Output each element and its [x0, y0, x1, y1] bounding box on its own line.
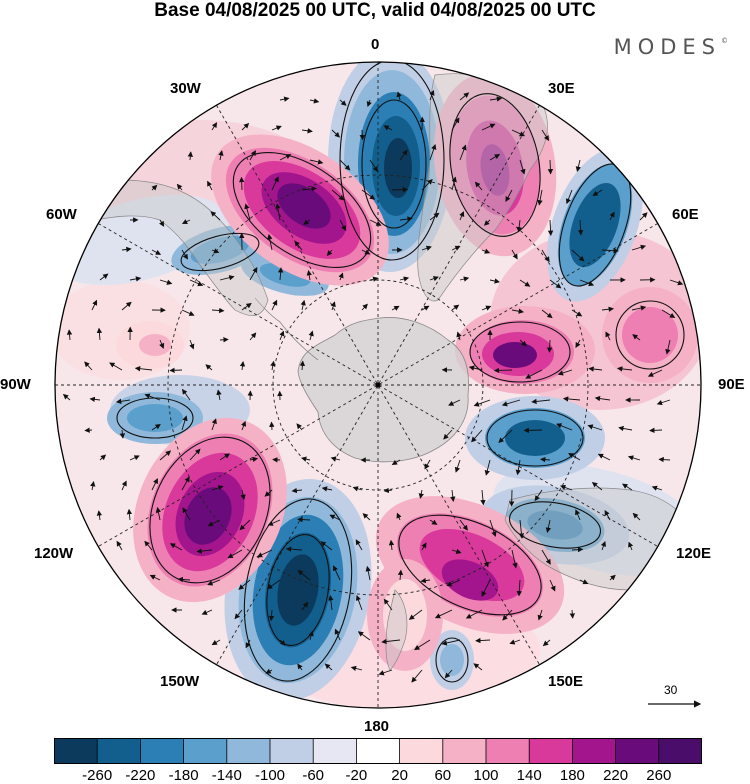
- colorbar-swatch: [529, 738, 573, 764]
- colorbar-swatch: [313, 738, 357, 764]
- wind-arrow: [392, 190, 407, 191]
- colorbar-swatch: [227, 738, 271, 764]
- wind-arrow: [242, 178, 243, 190]
- lon-label-0: 0: [371, 36, 379, 53]
- lon-label-150w: 150W: [160, 673, 199, 690]
- wind-arrow: [549, 340, 550, 352]
- colorbar-tick-label: -20: [346, 767, 368, 784]
- colorbar-swatch: [356, 738, 400, 764]
- wind-arrow: [495, 370, 512, 371]
- lon-label-30e: 30E: [548, 80, 575, 97]
- colorbar-swatch: [443, 738, 487, 764]
- lon-label-120w: 120W: [34, 545, 73, 562]
- colorbar-tick-label: 60: [434, 767, 451, 784]
- colorbar-tick-label: 180: [560, 767, 585, 784]
- lon-label-30w: 30W: [170, 80, 201, 97]
- colorbar-tick-label: -140: [212, 767, 242, 784]
- colorbar-swatch: [572, 738, 616, 764]
- colorbar-swatch: [486, 738, 530, 764]
- wind-arrow: [85, 430, 92, 431]
- colorbar-swatch: [400, 738, 444, 764]
- colorbar-tick-label: 100: [473, 767, 498, 784]
- wind-arrow: [220, 339, 228, 340]
- colorbar-tick-label: 260: [646, 767, 671, 784]
- lon-label-90e: 90E: [718, 376, 745, 393]
- colorbar-swatch: [270, 738, 314, 764]
- positive-lobe-90w: [116, 321, 184, 369]
- colorbar-swatch: [184, 738, 228, 764]
- positive-lobe-80e: [455, 306, 595, 394]
- wind-arrow: [170, 370, 182, 371]
- colorbar-tick-label: -60: [302, 767, 324, 784]
- colorbar-swatch: [659, 738, 702, 764]
- wind-arrow: [273, 460, 280, 461]
- lon-label-180: 180: [364, 718, 389, 735]
- negative-lobe-100e: [465, 396, 605, 480]
- wind-arrow: [550, 160, 551, 174]
- reference-vector-label: 30: [664, 683, 677, 697]
- wind-arrow: [272, 422, 273, 430]
- colorbar-tick-label: -100: [255, 767, 285, 784]
- lon-label-60e: 60E: [672, 206, 699, 223]
- lon-label-120e: 120E: [676, 545, 711, 562]
- colorbar-tick-label: 140: [517, 767, 542, 784]
- colorbar-tick-label: -260: [82, 767, 112, 784]
- colorbar-swatch: [140, 738, 184, 764]
- colorbar-tick-label: 220: [603, 767, 628, 784]
- colorbar: [54, 738, 702, 764]
- colorbar-tick-label: -180: [169, 767, 199, 784]
- colorbar-tick-label: 20: [391, 767, 408, 784]
- colorbar-swatch: [616, 738, 660, 764]
- lon-label-90w: 90W: [0, 376, 31, 393]
- lon-label-60w: 60W: [46, 206, 77, 223]
- colorbar-swatch: [54, 738, 98, 764]
- colorbar-swatch: [97, 738, 141, 764]
- colorbar-tick-label: -220: [125, 767, 155, 784]
- wind-arrow: [650, 430, 662, 431]
- south-pole-marker: [376, 383, 381, 388]
- lon-label-150e: 150E: [548, 673, 583, 690]
- wind-arrow: [524, 430, 542, 431]
- wind-arrow: [362, 130, 363, 140]
